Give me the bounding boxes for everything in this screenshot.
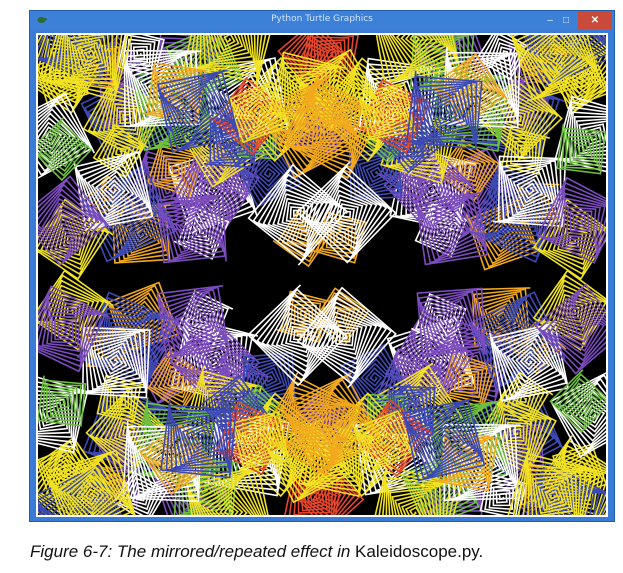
spiral-square xyxy=(226,80,290,144)
spiral-square xyxy=(352,410,416,473)
spiral-square xyxy=(38,285,110,373)
spiral-square xyxy=(183,35,277,89)
spiral-square xyxy=(536,176,606,264)
turtle-icon xyxy=(37,17,47,23)
spiral-square xyxy=(41,35,135,102)
spiral-square xyxy=(156,285,230,359)
spiral-square xyxy=(475,35,531,81)
spiral-square xyxy=(549,369,606,434)
spiral-square xyxy=(534,283,606,375)
spiral-square xyxy=(416,287,486,357)
spiral-square xyxy=(157,194,227,264)
close-icon[interactable]: ✕ xyxy=(578,11,612,29)
spiral-square xyxy=(45,449,138,515)
spiral-square xyxy=(493,155,567,228)
spiral-square xyxy=(415,191,489,266)
turtle-canvas[interactable] xyxy=(38,35,606,515)
figure-caption: Figure 6-7: The mirrored/repeated effect… xyxy=(30,542,483,562)
spiral-square xyxy=(402,398,486,482)
spiral-square xyxy=(509,35,602,102)
turtle-window: Python Turtle Graphics – □ ✕ xyxy=(29,10,615,522)
spiral-square xyxy=(296,161,397,264)
spiral-square xyxy=(441,46,521,129)
spiral-square xyxy=(38,92,95,180)
spiral-square xyxy=(139,420,216,496)
spiral-square xyxy=(514,35,606,88)
spiral-square xyxy=(185,466,275,515)
spiral-square xyxy=(405,70,483,150)
spiral-square xyxy=(73,150,154,231)
spiral-square xyxy=(296,286,397,389)
spiral-square xyxy=(247,284,348,387)
spiral-square xyxy=(549,370,606,458)
maximize-icon[interactable]: □ xyxy=(562,14,570,26)
spiral-square xyxy=(170,142,260,234)
spiral-square xyxy=(38,464,131,515)
spiral-square xyxy=(156,69,240,153)
spiral-square xyxy=(231,411,290,471)
window-title: Python Turtle Graphics xyxy=(271,14,373,24)
caption-filename: Kaleidoscope.py. xyxy=(355,542,484,561)
spiral-square xyxy=(370,35,461,84)
spiral-square xyxy=(160,399,237,479)
spiral-square xyxy=(283,465,343,515)
spiral-square xyxy=(92,124,149,179)
spiral-square xyxy=(259,75,362,179)
spiral-square xyxy=(38,175,112,267)
spiral-square xyxy=(554,95,606,175)
spiral-square xyxy=(247,163,348,266)
spiral-square xyxy=(123,49,202,128)
caption-text: Figure 6-7: The mirrored/repeated effect… xyxy=(30,542,356,561)
spiral-square xyxy=(312,211,367,264)
spiral-square xyxy=(439,352,498,412)
spiral-square xyxy=(556,123,606,175)
spiral-square xyxy=(505,447,598,515)
spiral-square xyxy=(38,117,93,182)
minimize-icon[interactable]: – xyxy=(547,14,553,26)
spiral-square xyxy=(205,118,257,169)
spiral-square xyxy=(383,139,475,233)
title-bar[interactable]: Python Turtle Graphics – □ ✕ xyxy=(30,11,614,29)
spiral-square xyxy=(38,375,87,427)
spiral-square xyxy=(122,420,202,503)
spiral-square xyxy=(500,127,551,175)
spiral-square xyxy=(276,290,331,343)
spiral-square xyxy=(368,465,463,515)
spiral-square xyxy=(385,318,475,410)
canvas-frame xyxy=(36,33,608,517)
spiral-square xyxy=(143,347,208,413)
